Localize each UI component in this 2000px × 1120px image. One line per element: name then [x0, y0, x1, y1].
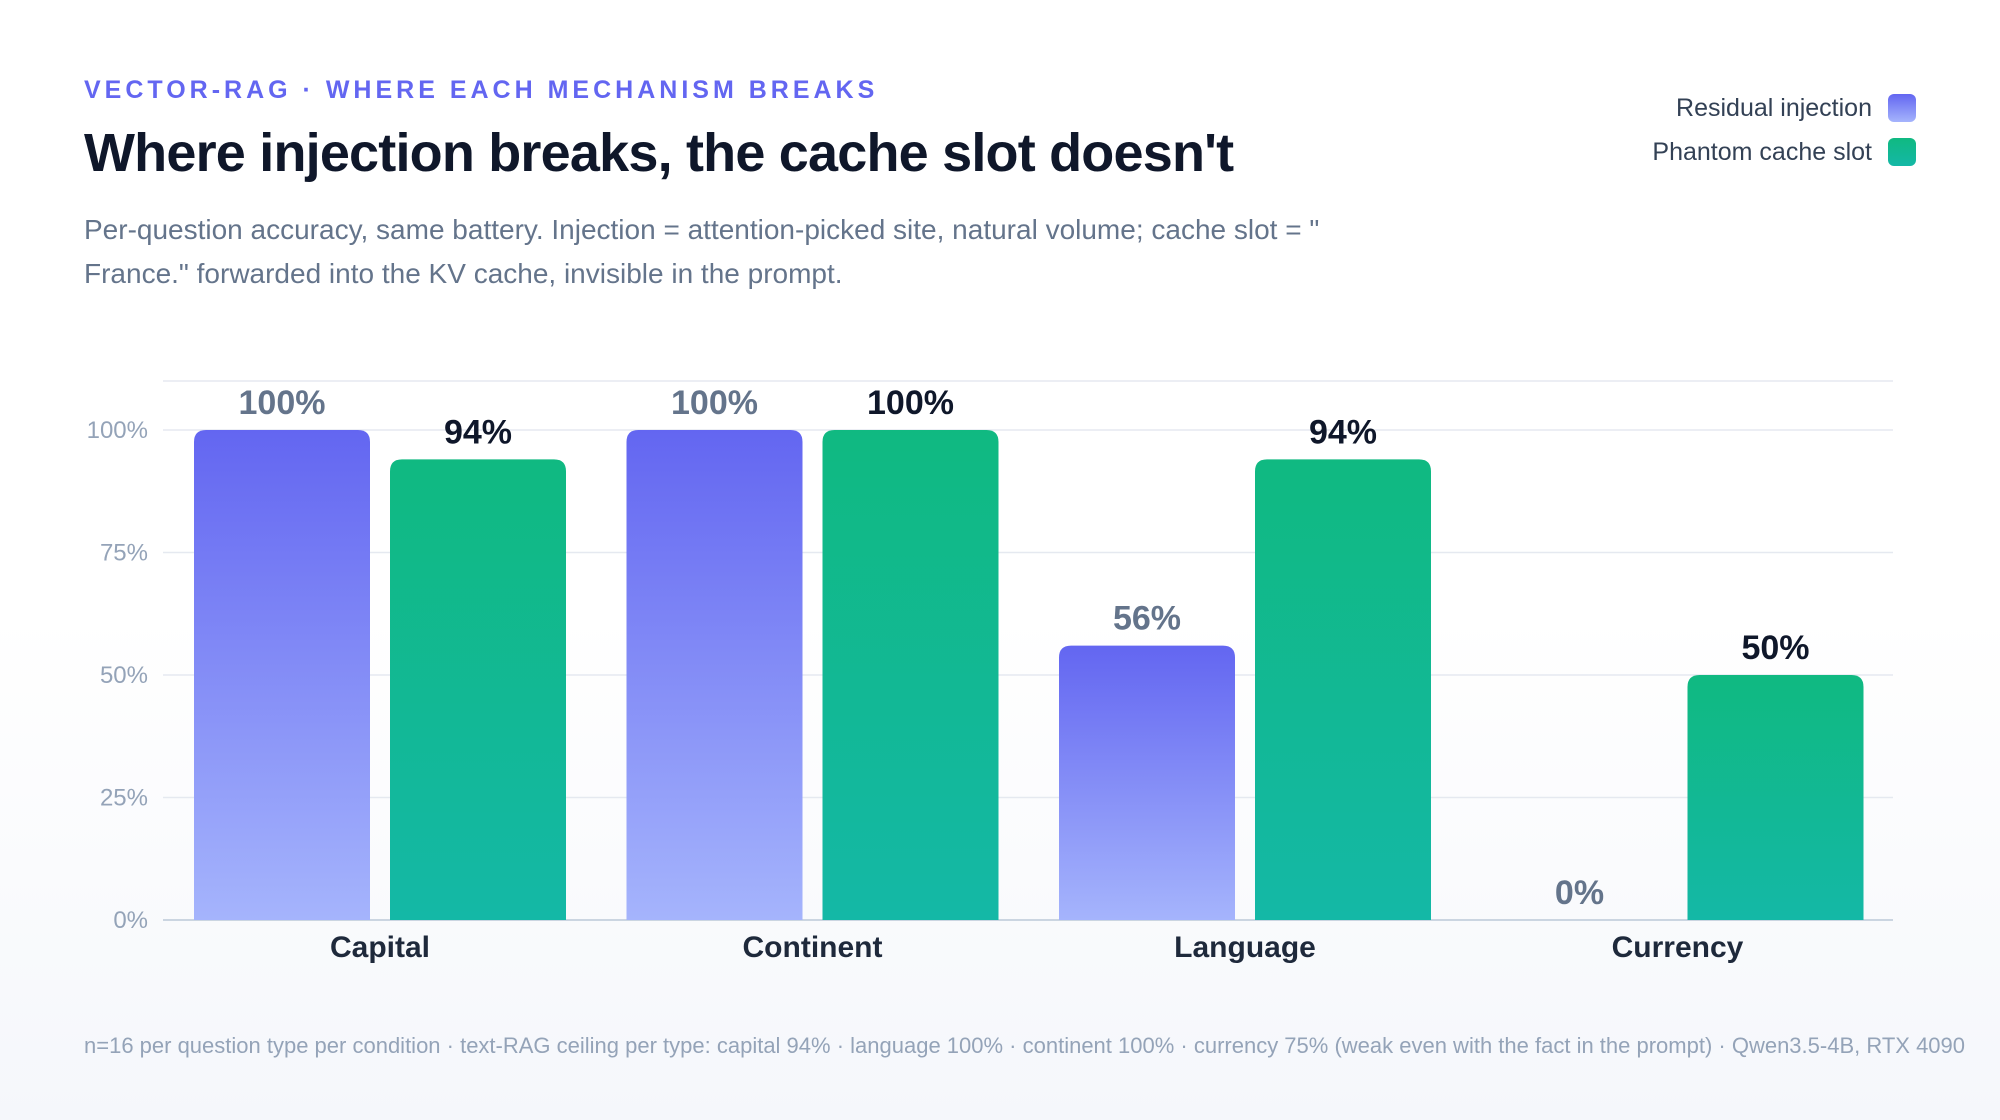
y-tick-label: 100%: [87, 417, 148, 444]
value-label: 100%: [867, 384, 954, 422]
y-axis-ticks: 0% 25% 50% 75% 100%: [87, 417, 148, 934]
legend: Residual injection Phantom cache slot: [1652, 86, 1916, 174]
x-axis-categories: Capital Continent Language Currency: [330, 931, 1744, 964]
value-label: 94%: [444, 413, 512, 451]
y-tick-label: 25%: [100, 785, 148, 812]
bar-residual-injection-continent: [626, 430, 803, 920]
y-tick-label: 0%: [113, 907, 148, 934]
bar-residual-injection-capital: [194, 430, 370, 920]
bar-phantom-cache-slot-currency: [1687, 675, 1864, 920]
value-labels: 100% 94% 100% 100% 56% 94% 0% 50%: [239, 384, 1810, 912]
value-label: 50%: [1741, 629, 1809, 667]
footnote: n=16 per question type per condition · t…: [84, 1033, 1966, 1058]
bar-residual-injection-language: [1059, 645, 1235, 920]
x-category-label: Currency: [1612, 931, 1744, 964]
y-tick-label: 50%: [100, 662, 148, 689]
value-label: 100%: [671, 384, 758, 422]
value-label: 0%: [1555, 874, 1604, 912]
x-category-label: Capital: [330, 931, 430, 964]
legend-swatch-residual-injection: [1888, 94, 1916, 122]
chart-title: Where injection breaks, the cache slot d…: [84, 123, 1234, 183]
legend-item-phantom-cache-slot: Phantom cache slot: [1652, 130, 1916, 174]
chart-subtitle: Per-question accuracy, same battery. Inj…: [84, 214, 1320, 289]
legend-label: Phantom cache slot: [1652, 137, 1872, 166]
value-label: 94%: [1309, 413, 1377, 451]
value-label: 100%: [239, 384, 326, 422]
x-category-label: Language: [1174, 931, 1316, 964]
legend-item-residual-injection: Residual injection: [1652, 86, 1916, 130]
legend-label: Residual injection: [1676, 93, 1872, 122]
legend-swatch-phantom-cache-slot: [1888, 138, 1916, 166]
chart-eyebrow: VECTOR-RAG · WHERE EACH MECHANISM BREAKS: [84, 76, 879, 104]
value-label: 56%: [1113, 600, 1181, 638]
x-category-label: Continent: [743, 931, 883, 964]
bar-phantom-cache-slot-continent: [822, 430, 999, 920]
bar-phantom-cache-slot-capital: [390, 459, 566, 920]
bar-phantom-cache-slot-language: [1255, 459, 1431, 920]
bars: [194, 430, 1864, 920]
y-tick-label: 75%: [100, 540, 148, 567]
